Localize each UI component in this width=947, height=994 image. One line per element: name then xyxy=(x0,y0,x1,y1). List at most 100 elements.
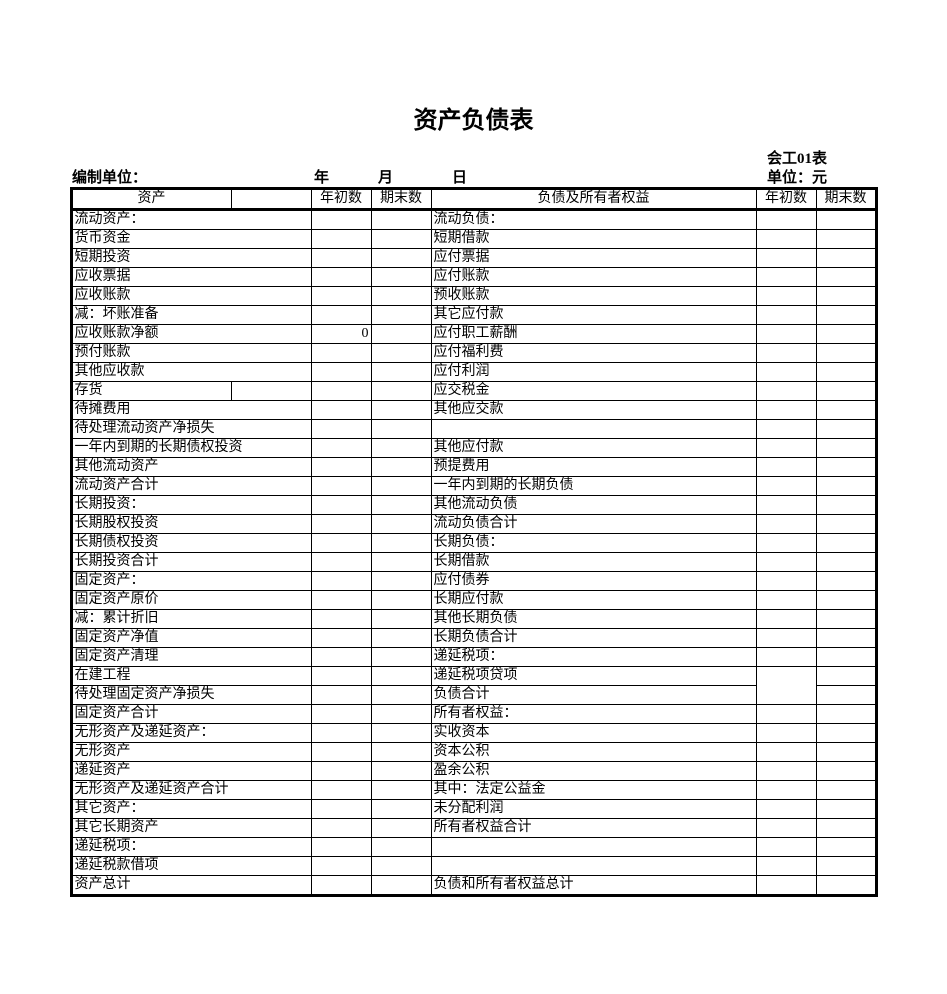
table-row: 短期投资应付票据 xyxy=(71,249,876,268)
asset-label: 其它长期资产 xyxy=(71,819,311,838)
liability-label: 应交税金 xyxy=(431,382,756,401)
liability-label: 长期借款 xyxy=(431,553,756,572)
asset-begin-value: 0 xyxy=(311,325,371,344)
liability-begin-value xyxy=(756,857,816,876)
asset-begin-value xyxy=(311,344,371,363)
table-row: 资产总计负债和所有者权益总计 xyxy=(71,876,876,896)
form-number: 会工01表 xyxy=(767,147,827,168)
liability-end-value xyxy=(816,382,876,401)
liability-begin-value xyxy=(756,363,816,382)
asset-begin-value xyxy=(311,838,371,857)
asset-end-value xyxy=(371,629,431,648)
table-row: 长期债权投资长期负债： xyxy=(71,534,876,553)
asset-begin-value xyxy=(311,363,371,382)
asset-end-value xyxy=(371,781,431,800)
asset-label: 应收账款 xyxy=(71,287,311,306)
liability-end-value xyxy=(816,515,876,534)
liability-label: 应付职工薪酬 xyxy=(431,325,756,344)
table-row: 待处理固定资产净损失 负债合计 xyxy=(71,686,876,705)
liability-label: 所有者权益： xyxy=(431,705,756,724)
asset-begin-value xyxy=(311,591,371,610)
asset-begin-value xyxy=(311,705,371,724)
liability-end-value xyxy=(816,762,876,781)
liability-end-value xyxy=(816,591,876,610)
asset-end-value xyxy=(371,306,431,325)
liability-label: 长期负债合计 xyxy=(431,629,756,648)
liability-label: 长期应付款 xyxy=(431,591,756,610)
table-row: 预付账款应付福利费 xyxy=(71,344,876,363)
table-row: 递延税项： xyxy=(71,838,876,857)
liability-begin-value xyxy=(756,515,816,534)
balance-sheet-table: 资产 年初数 期末数 负债及所有者权益 年初数 期末数 流动资产：流动负债：货币… xyxy=(70,187,878,897)
asset-label: 短期投资 xyxy=(71,249,311,268)
liability-begin-value xyxy=(756,705,816,724)
asset-end-value xyxy=(371,458,431,477)
liability-end-value xyxy=(816,420,876,439)
table-row: 其它长期资产 所有者权益合计 xyxy=(71,819,876,838)
col-assets-sub xyxy=(231,189,311,210)
liability-begin-value xyxy=(756,591,816,610)
asset-sub xyxy=(231,382,311,401)
asset-end-value xyxy=(371,496,431,515)
table-row: 在建工程递延税项贷项 xyxy=(71,667,876,686)
asset-label: 递延税项： xyxy=(71,838,311,857)
liability-end-value xyxy=(816,876,876,896)
col-assets: 资产 xyxy=(71,189,231,210)
table-row: 固定资产清理递延税项： xyxy=(71,648,876,667)
table-row: 无形资产资本公积 xyxy=(71,743,876,762)
asset-label: 无形资产 xyxy=(71,743,311,762)
liability-label: 实收资本 xyxy=(431,724,756,743)
liability-end-value xyxy=(816,743,876,762)
table-row: 固定资产合计所有者权益： xyxy=(71,705,876,724)
liability-end-value xyxy=(816,724,876,743)
asset-end-value xyxy=(371,439,431,458)
asset-end-value xyxy=(371,591,431,610)
asset-end-value xyxy=(371,325,431,344)
liability-begin-value xyxy=(756,572,816,591)
liability-end-value xyxy=(816,458,876,477)
table-row: 应收票据应付账款 xyxy=(71,268,876,287)
asset-label: 待处理固定资产净损失 xyxy=(71,686,311,705)
table-row: 应收账款净额0 应付职工薪酬 xyxy=(71,325,876,344)
liability-begin-value xyxy=(756,382,816,401)
asset-end-value xyxy=(371,705,431,724)
asset-begin-value xyxy=(311,420,371,439)
page: 资产负债表 会工01表 编制单位： 年 月 日 单位：元 资产 年初数 xyxy=(0,0,947,994)
table-row: 货币资金短期借款 xyxy=(71,230,876,249)
liability-begin-value xyxy=(756,724,816,743)
table-row: 待处理流动资产净损失 xyxy=(71,420,876,439)
asset-label: 固定资产： xyxy=(71,572,311,591)
asset-end-value xyxy=(371,382,431,401)
table-row: 其他流动资产预提费用 xyxy=(71,458,876,477)
asset-begin-value xyxy=(311,210,371,230)
liability-label: 所有者权益合计 xyxy=(431,819,756,838)
liability-begin-value xyxy=(756,439,816,458)
liability-end-value xyxy=(816,705,876,724)
liability-label: 流动负债合计 xyxy=(431,515,756,534)
asset-label: 长期债权投资 xyxy=(71,534,311,553)
asset-label: 固定资产清理 xyxy=(71,648,311,667)
liability-label xyxy=(431,838,756,857)
liability-label: 负债合计 xyxy=(431,686,756,705)
table-row: 固定资产：应付债券 xyxy=(71,572,876,591)
table-row: 一年内到期的长期债权投资其他应付款 xyxy=(71,439,876,458)
page-title: 资产负债表 xyxy=(0,100,947,135)
liability-label: 短期借款 xyxy=(431,230,756,249)
liability-begin-value xyxy=(756,249,816,268)
header-labels: 会工01表 编制单位： 年 月 日 单位：元 xyxy=(72,147,877,187)
liability-end-value xyxy=(816,306,876,325)
table-body: 流动资产：流动负债：货币资金短期借款短期投资应付票据应收票据应付账款应收账款预收… xyxy=(71,210,876,896)
table-row: 其他应收款应付利润 xyxy=(71,363,876,382)
asset-end-value xyxy=(371,420,431,439)
liability-label: 盈余公积 xyxy=(431,762,756,781)
asset-begin-value xyxy=(311,743,371,762)
liability-label: 预提费用 xyxy=(431,458,756,477)
table-row: 无形资产及递延资产：实收资本 xyxy=(71,724,876,743)
table-row: 长期投资：其他流动负债 xyxy=(71,496,876,515)
asset-label: 长期股权投资 xyxy=(71,515,311,534)
asset-begin-value xyxy=(311,819,371,838)
liability-begin-value xyxy=(756,287,816,306)
asset-begin-value xyxy=(311,230,371,249)
asset-label: 应收账款净额 xyxy=(71,325,311,344)
asset-end-value xyxy=(371,287,431,306)
